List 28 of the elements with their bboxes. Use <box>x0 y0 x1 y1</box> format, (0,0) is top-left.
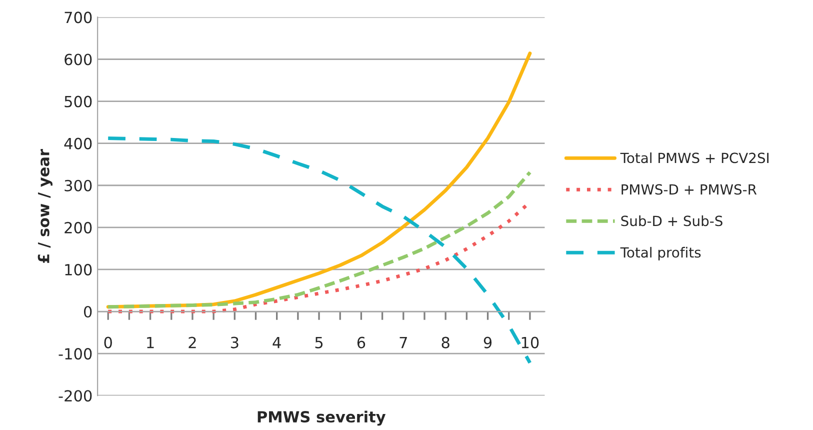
x-tick-label: 10 <box>522 336 539 348</box>
x-tick-label: 7 <box>400 336 407 348</box>
legend-label: Total PMWS + PCV2SI <box>620 152 769 164</box>
y-tick-label: 200 <box>64 222 92 234</box>
x-tick-label: 2 <box>188 336 196 348</box>
legend-label: PMWS-D + PMWS-R <box>622 184 757 195</box>
y-tick-label: 400 <box>64 138 92 150</box>
y-axis-title: £ / sow / year <box>38 148 52 263</box>
x-tick-label: 4 <box>272 336 281 348</box>
y-tick-label: -200 <box>58 390 92 402</box>
y-tick-label: -100 <box>58 348 92 360</box>
y-tick-label: 700 <box>64 12 92 24</box>
x-tick-label: 3 <box>230 336 238 348</box>
y-tick-label: 0 <box>84 306 92 318</box>
y-tick-label: 600 <box>64 54 92 66</box>
legend-label: Sub-D + Sub-S <box>621 215 722 226</box>
y-tick-label: 100 <box>65 264 92 276</box>
x-tick-label: 5 <box>315 336 323 348</box>
x-tick-label: 1 <box>147 336 154 348</box>
line-series <box>106 170 532 309</box>
x-tick-label: 9 <box>484 336 492 348</box>
x-tick-label: 8 <box>442 336 450 348</box>
x-axis-title: PMWS severity <box>258 410 386 426</box>
x-tick-label: 0 <box>104 336 112 348</box>
y-tick-label: 500 <box>64 96 92 108</box>
x-tick-label: 6 <box>357 336 366 348</box>
y-tick-label: 300 <box>64 180 92 192</box>
legend-label: Total profits <box>620 246 701 260</box>
